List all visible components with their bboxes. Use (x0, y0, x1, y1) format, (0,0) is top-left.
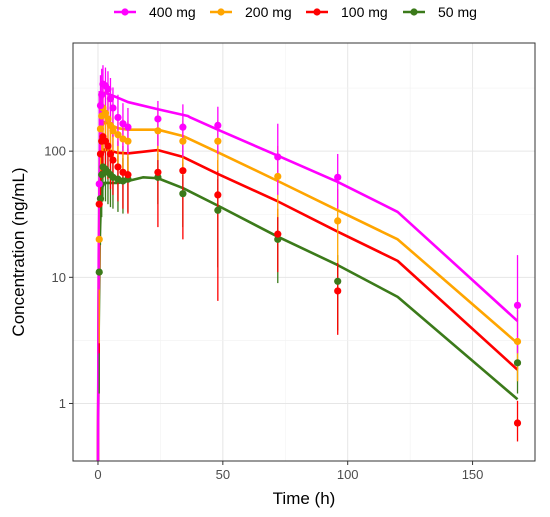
y-axis-ticks: 1 10 100 (44, 144, 73, 411)
point-50-mg (513, 359, 522, 367)
point-50-mg (154, 173, 162, 181)
point-400-mg (274, 153, 282, 161)
legend-label-200-mg: 200 mg (245, 4, 292, 20)
point-400-mg (124, 123, 132, 131)
point-400-mg (98, 91, 106, 99)
point-200-mg (513, 337, 522, 346)
point-100-mg (124, 171, 132, 179)
point-100-mg (95, 200, 103, 208)
point-50-mg (334, 277, 342, 285)
point-200-mg (154, 127, 162, 135)
plot-panel (73, 43, 535, 461)
point-100-mg (114, 163, 122, 171)
legend-marker-200-mg (217, 8, 225, 16)
point-400-mg (109, 104, 117, 112)
x-tick-label: 50 (216, 467, 230, 482)
point-100-mg (179, 167, 187, 175)
y-axis-title: Concentration (ng/mL) (9, 167, 28, 336)
point-200-mg (96, 125, 105, 133)
point-50-mg (98, 171, 106, 179)
point-200-mg (274, 172, 282, 181)
point-200-mg (114, 131, 122, 139)
point-100-mg (96, 150, 105, 158)
y-tick-label: 10 (52, 270, 66, 285)
point-400-mg (104, 85, 112, 93)
legend-label-100-mg: 100 mg (341, 4, 388, 20)
observed-points (95, 80, 522, 427)
point-100-mg (274, 230, 282, 238)
x-tick-label: 150 (462, 467, 484, 482)
point-400-mg (96, 101, 105, 110)
x-tick-label: 100 (337, 467, 359, 482)
point-400-mg (214, 121, 222, 130)
point-200-mg (104, 115, 112, 123)
point-100-mg (109, 156, 117, 164)
x-axis-title: Time (h) (273, 489, 336, 508)
plot-border (72, 42, 536, 462)
point-400-mg (154, 115, 162, 123)
point-200-mg (101, 109, 110, 117)
point-400-mg (179, 123, 187, 131)
point-200-mg (179, 137, 187, 145)
x-tick-label: 0 (94, 467, 101, 482)
legend-label-400-mg: 400 mg (149, 4, 196, 20)
point-200-mg (106, 121, 115, 130)
legend-label-50-mg: 50 mg (438, 4, 477, 20)
point-50-mg (274, 235, 282, 243)
point-50-mg (214, 206, 222, 214)
point-400-mg (114, 113, 122, 122)
point-400-mg (106, 95, 115, 103)
point-200-mg (334, 217, 342, 225)
point-100-mg (154, 168, 162, 176)
point-400-mg (95, 180, 103, 188)
point-400-mg (334, 173, 342, 181)
grid-lines (73, 43, 535, 461)
point-100-mg (513, 419, 522, 427)
point-100-mg (334, 287, 342, 295)
point-200-mg (124, 137, 132, 145)
legend-marker-100-mg (313, 8, 321, 16)
point-100-mg (214, 191, 222, 199)
point-50-mg (179, 190, 187, 198)
point-200-mg (214, 137, 222, 145)
point-200-mg (109, 127, 117, 135)
y-tick-label: 1 (59, 396, 66, 411)
point-400-mg (513, 301, 522, 309)
x-axis-ticks: 0 50 100 150 (94, 461, 483, 482)
point-100-mg (104, 142, 112, 150)
point-200-mg (95, 235, 103, 243)
y-tick-label: 100 (44, 144, 66, 159)
legend: 400 mg 200 mg 100 mg 50 mg (114, 4, 477, 20)
legend-marker-400-mg (121, 8, 129, 16)
point-100-mg (106, 150, 115, 158)
legend-marker-50-mg (410, 8, 418, 16)
point-50-mg (96, 195, 105, 203)
point-50-mg (95, 268, 103, 276)
